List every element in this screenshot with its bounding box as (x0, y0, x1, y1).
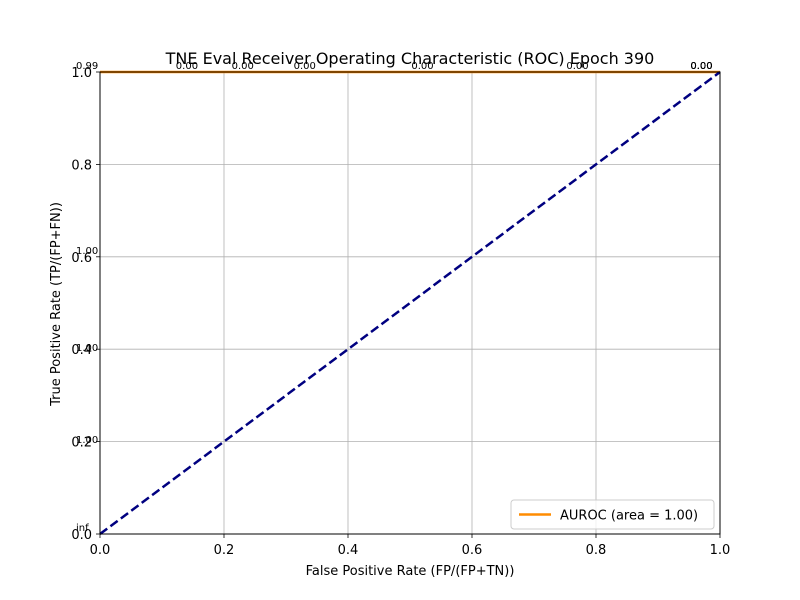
grid-lines (99, 71, 721, 535)
annotation-label: 0.00 (176, 61, 198, 72)
x-tick-label: 0.0 (90, 543, 111, 558)
annotation-label: 0.00 (690, 61, 712, 72)
annotation-label: 0.00 (690, 61, 712, 72)
y-tick-label: 0.4 (71, 343, 92, 358)
chart-title: TNE Eval Receiver Operating Characterist… (165, 49, 655, 68)
x-tick-label: 0.4 (338, 543, 359, 558)
annotation-label: 1.00 (76, 246, 98, 257)
plot-frame (99, 71, 721, 535)
series-line-chance (99, 70, 721, 536)
x-tick-label: 1.0 (710, 543, 731, 558)
annotation-label: 0.00 (294, 61, 316, 72)
annotation-label: 0.00 (690, 61, 712, 72)
y-tick-label: 0.6 (71, 251, 92, 266)
annotation-label: 0.00 (566, 61, 588, 72)
annotation-label: 0.00 (411, 61, 433, 72)
point-annotations: inf 1.00 1.00 1.00 0.99 0.00 0.00 0.00 0.00 0.00 0… (76, 61, 713, 534)
legend: AUROC (area = 1.00) (510, 499, 715, 530)
axes: 0.0 0.2 0.4 0.6 0.8 1.0 0.0 0.2 0.4 0.6 0.8 1.0 (71, 66, 730, 558)
x-axis-label: False Positive Rate (FP/(FP+TN)) (306, 564, 515, 579)
annotation-label: inf (76, 523, 89, 534)
legend-box (510, 499, 715, 530)
y-axis-label: True Positive Rate (TP/(FP+FN)) (49, 202, 64, 407)
x-tick-label: 0.8 (586, 543, 607, 558)
y-tick-label: 1.0 (71, 66, 92, 81)
y-tick-label: 0.2 (71, 436, 92, 451)
annotation-label: 0.00 (232, 61, 254, 72)
x-tick-label: 0.2 (214, 543, 235, 558)
annotation-label: 1.00 (76, 343, 98, 354)
x-tick-label: 0.6 (462, 543, 483, 558)
annotation-label: 0.99 (76, 61, 98, 72)
legend-label-auroc: AUROC (area = 1.00) (560, 509, 698, 524)
y-tick-label: 0.0 (71, 528, 92, 543)
annotation-label: 1.00 (76, 435, 98, 446)
y-tick-label: 0.8 (71, 158, 92, 173)
